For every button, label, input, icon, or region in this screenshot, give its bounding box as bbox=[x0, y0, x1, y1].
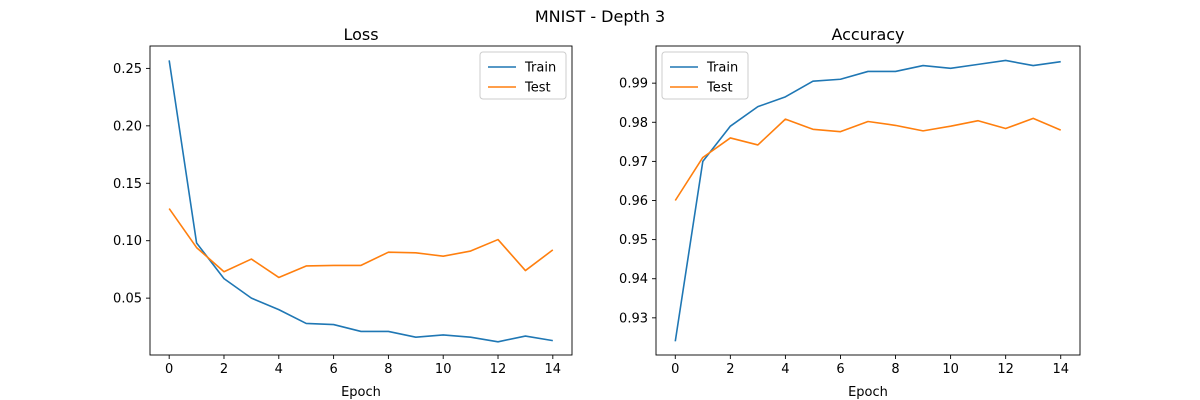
loss-xtick-label: 14 bbox=[545, 362, 562, 377]
accuracy-ytick-label: 0.95 bbox=[619, 233, 648, 248]
accuracy-xtick-label: 4 bbox=[781, 362, 789, 377]
accuracy-ytick-label: 0.97 bbox=[619, 155, 648, 170]
accuracy-ytick-label: 0.94 bbox=[619, 272, 648, 287]
loss-xtick-label: 0 bbox=[165, 362, 173, 377]
accuracy-xtick-label: 2 bbox=[726, 362, 734, 377]
loss-legend: Train Test bbox=[479, 51, 567, 100]
loss-xtick-label: 2 bbox=[220, 362, 228, 377]
figure-suptitle: MNIST - Depth 3 bbox=[535, 7, 665, 26]
accuracy-xtick-label: 0 bbox=[671, 362, 679, 377]
accuracy-legend: Train Test bbox=[661, 51, 749, 100]
accuracy-series-train-line bbox=[674, 59, 1061, 342]
loss-series-test-line bbox=[168, 208, 554, 279]
loss-legend-label-train: Train bbox=[524, 61, 556, 76]
loss-xlabel: Epoch bbox=[341, 385, 381, 400]
accuracy-xtick-label: 12 bbox=[997, 362, 1014, 377]
accuracy-ytick-label: 0.96 bbox=[619, 194, 648, 209]
loss-legend-label-test: Test bbox=[524, 81, 551, 96]
loss-ytick-label: 0.15 bbox=[113, 177, 142, 192]
loss-xtick-label: 6 bbox=[329, 362, 337, 377]
accuracy-chart: 0 2 4 6 8 10 12 14 0.93 0.94 0.95 0.96 0.97 0.98 0.99 A… bbox=[619, 25, 1081, 400]
accuracy-xtick-label: 8 bbox=[891, 362, 899, 377]
accuracy-ytick-label: 0.99 bbox=[619, 77, 648, 92]
accuracy-legend-frame bbox=[661, 51, 749, 100]
loss-legend-frame bbox=[479, 51, 567, 100]
accuracy-series-test-line bbox=[674, 117, 1062, 201]
loss-series-train-line bbox=[168, 60, 553, 343]
loss-chart: 0 2 4 6 8 10 12 14 0.05 0.10 0.15 0.20 0.25 Loss Epoch… bbox=[113, 25, 573, 400]
accuracy-xtick-label: 6 bbox=[836, 362, 844, 377]
loss-title: Loss bbox=[343, 25, 378, 44]
accuracy-xlabel: Epoch bbox=[848, 385, 888, 400]
accuracy-xtick-label: 10 bbox=[942, 362, 959, 377]
accuracy-xtick-label: 14 bbox=[1052, 362, 1069, 377]
loss-xtick-label: 4 bbox=[275, 362, 283, 377]
loss-ytick-label: 0.10 bbox=[113, 234, 142, 249]
accuracy-legend-label-test: Test bbox=[706, 81, 733, 96]
accuracy-ytick-label: 0.93 bbox=[619, 311, 648, 326]
loss-axes-frame bbox=[149, 45, 573, 356]
accuracy-title: Accuracy bbox=[831, 25, 904, 44]
loss-xtick-label: 12 bbox=[490, 362, 507, 377]
loss-ytick-label: 0.25 bbox=[113, 62, 142, 77]
accuracy-legend-label-train: Train bbox=[706, 61, 738, 76]
loss-xtick-label: 8 bbox=[384, 362, 392, 377]
loss-ytick-label: 0.05 bbox=[113, 292, 142, 307]
loss-ytick-label: 0.20 bbox=[113, 119, 142, 134]
loss-xtick-label: 10 bbox=[435, 362, 452, 377]
accuracy-ytick-label: 0.98 bbox=[619, 116, 648, 131]
